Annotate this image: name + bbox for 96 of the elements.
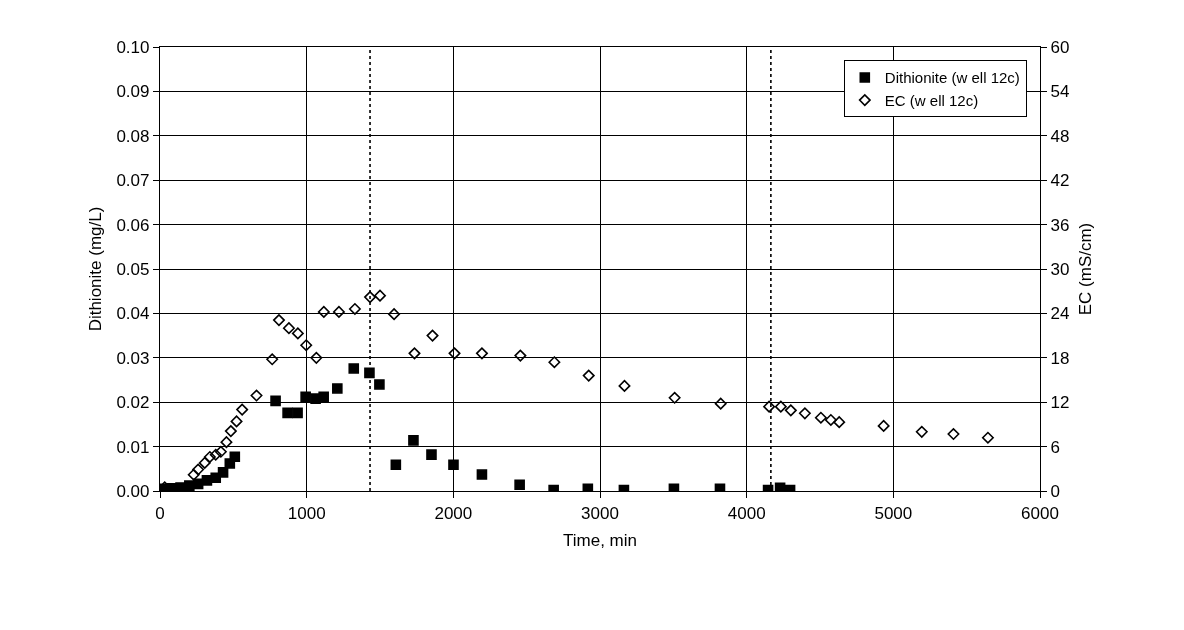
point (291, 327, 304, 340)
point (408, 347, 421, 360)
point (282, 322, 295, 335)
y2-tick-label: 54 (1050, 82, 1070, 102)
y-tick-label: 0.03 (116, 348, 150, 368)
point (236, 403, 249, 416)
point (514, 349, 527, 362)
y2-tick-label: 6 (1050, 437, 1060, 457)
point (317, 305, 330, 318)
y-tick-label: 0.01 (116, 437, 150, 457)
point (318, 391, 329, 403)
point (192, 463, 205, 476)
y-axis-title: Dithionite (mg/L) (85, 206, 105, 332)
point (310, 351, 323, 364)
point (668, 391, 681, 404)
y2-tick-label: 42 (1050, 171, 1070, 191)
point (798, 407, 811, 420)
point (374, 289, 386, 302)
x-tick-label: 4000 (727, 503, 766, 523)
legend-label: EC (w ell 12c) (884, 91, 979, 109)
point (348, 302, 361, 315)
y2-tick-label: 30 (1050, 259, 1070, 279)
point (514, 479, 525, 491)
point (198, 456, 211, 469)
point (388, 308, 401, 321)
point (426, 329, 439, 342)
point (824, 413, 837, 426)
x-tick-label: 0 (155, 503, 165, 523)
y2-tick-label: 18 (1050, 348, 1070, 368)
y-tick-label: 0.00 (116, 481, 150, 501)
point (774, 482, 786, 491)
point (184, 480, 195, 491)
y2-tick-label: 24 (1050, 304, 1070, 324)
y-tick-label: 0.02 (116, 393, 150, 413)
point (270, 395, 281, 407)
point (214, 445, 227, 458)
point (408, 435, 419, 446)
x-axis-title: Time, min (563, 530, 637, 550)
point (266, 353, 279, 366)
point (426, 449, 437, 460)
point (714, 397, 727, 410)
y-tick-label: 0.09 (116, 82, 150, 102)
point (784, 404, 797, 417)
y-tick-label: 0.10 (116, 37, 150, 57)
y2-tick-label: 36 (1050, 215, 1070, 235)
legend-label: Dithionite (w ell 12c) (884, 69, 1020, 87)
y-tick-label: 0.07 (116, 171, 150, 191)
point (915, 425, 928, 438)
point (224, 425, 237, 438)
point (763, 400, 776, 413)
point (364, 291, 377, 304)
point (774, 400, 787, 413)
point (582, 369, 595, 382)
point (618, 379, 631, 392)
y-tick-label: 0.06 (116, 215, 150, 235)
point (981, 431, 994, 444)
point (250, 389, 263, 402)
y2-tick-label: 0 (1050, 481, 1060, 501)
y2-tick-label: 60 (1050, 37, 1070, 57)
point (209, 448, 222, 461)
point (548, 356, 561, 369)
point (475, 347, 488, 360)
point (476, 469, 488, 480)
point (332, 383, 343, 394)
point (272, 314, 285, 327)
point (220, 436, 233, 449)
x-tick-label: 6000 (1021, 503, 1059, 523)
point (833, 416, 846, 429)
point (947, 428, 960, 441)
point (877, 419, 890, 432)
x-tick-label: 2000 (434, 503, 473, 523)
point (217, 467, 229, 478)
point (282, 407, 293, 419)
y-tick-label: 0.05 (116, 259, 150, 279)
x-tick-label: 5000 (874, 503, 913, 523)
x-tick-label: 1000 (287, 503, 326, 523)
point (448, 459, 459, 471)
point (203, 450, 216, 463)
point (374, 379, 385, 390)
y2-tick-label: 48 (1050, 126, 1070, 146)
point (292, 407, 303, 419)
point (348, 363, 360, 374)
y-tick-label: 0.08 (116, 126, 150, 146)
point (229, 451, 241, 463)
x-tick-label: 3000 (581, 503, 619, 523)
point (390, 459, 402, 471)
y2-tick-label: 12 (1050, 393, 1070, 413)
point (300, 391, 311, 403)
point (187, 468, 200, 481)
point (332, 305, 345, 318)
y2-axis-title: EC (mS/cm) (1075, 222, 1095, 316)
point (814, 411, 827, 424)
y-tick-label: 0.04 (116, 304, 150, 324)
point (448, 347, 461, 360)
point (230, 415, 243, 428)
point (300, 339, 313, 352)
